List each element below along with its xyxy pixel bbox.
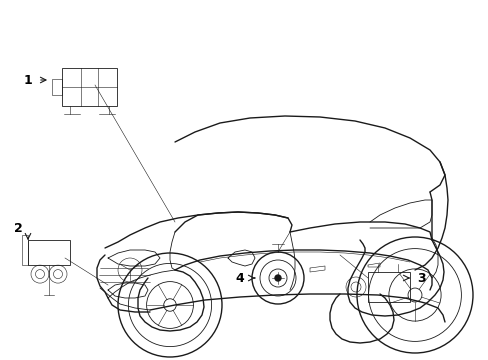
- Bar: [52, 80, 62, 95]
- Text: 2: 2: [14, 221, 22, 234]
- Bar: [22, 235, 28, 265]
- Circle shape: [274, 275, 281, 281]
- Bar: [62, 68, 117, 106]
- Text: 4: 4: [235, 271, 244, 284]
- Bar: [28, 240, 70, 265]
- Text: 3: 3: [417, 271, 426, 284]
- Bar: [367, 272, 409, 302]
- Text: 1: 1: [23, 73, 32, 86]
